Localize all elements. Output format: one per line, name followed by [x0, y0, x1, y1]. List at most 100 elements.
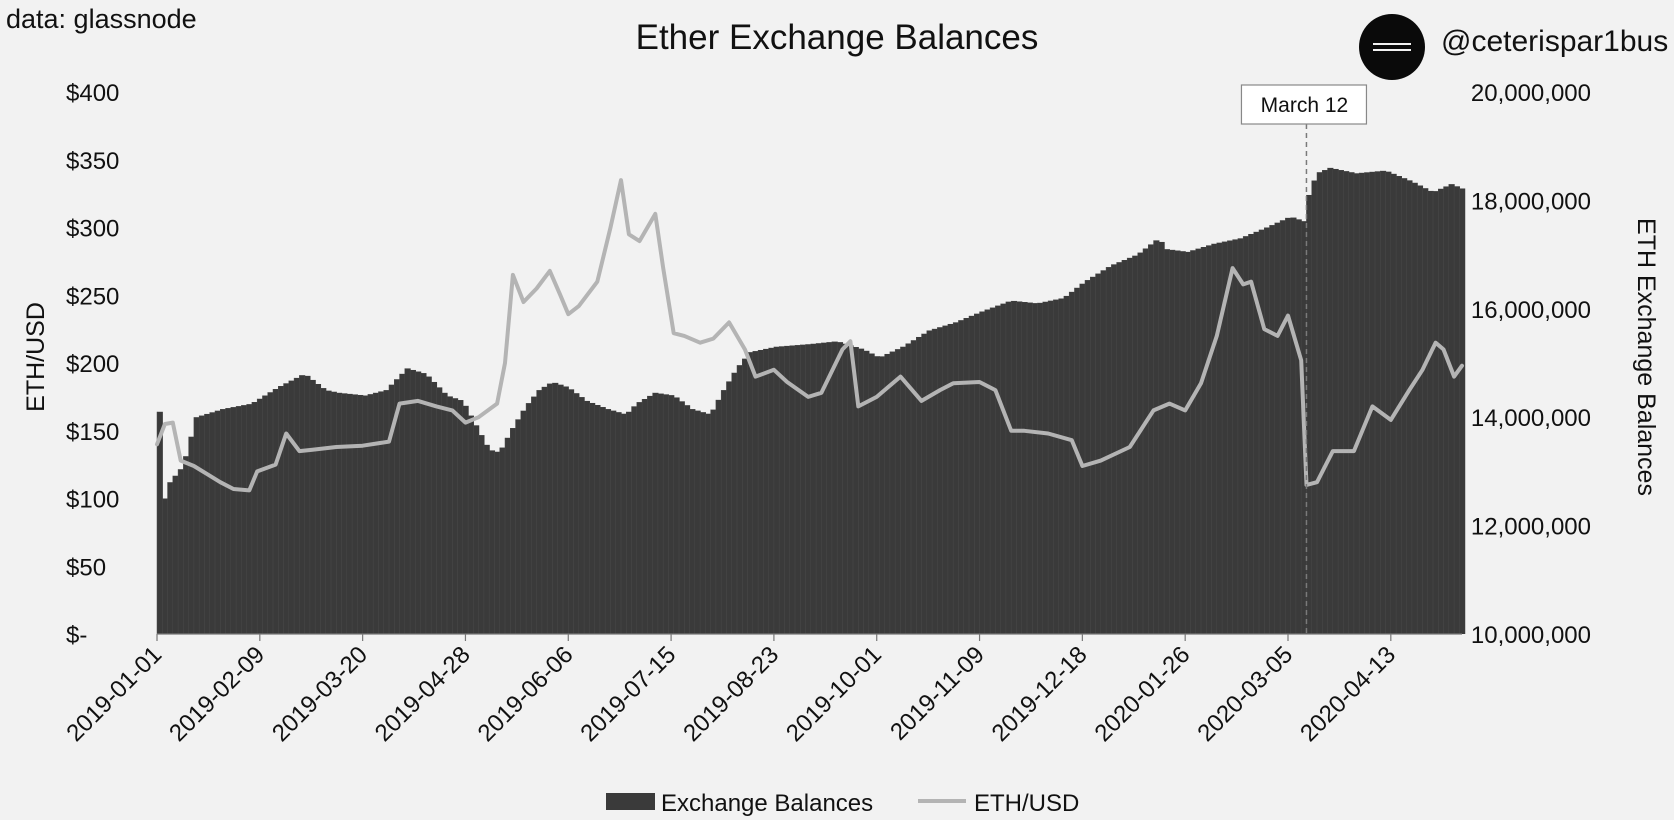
exchange-balance-bar [304, 375, 311, 634]
y-right-axis-title: ETH Exchange Balances [1632, 218, 1660, 496]
exchange-balance-bar [526, 403, 532, 634]
exchange-balance-bar [157, 411, 163, 634]
exchange-balance-bar [1311, 180, 1318, 634]
exchange-balance-bar [921, 333, 928, 634]
exchange-balance-bar [615, 412, 622, 634]
exchange-balance-bar [1364, 172, 1371, 634]
exchange-balance-bar [889, 351, 896, 634]
exchange-balance-bar [1338, 170, 1344, 635]
exchange-balance-bar [357, 394, 364, 634]
exchange-balance-bar [193, 417, 200, 634]
exchange-balance-bar [795, 345, 801, 634]
y-left-tick-label: $- [66, 622, 87, 649]
exchange-balance-bar [1295, 219, 1302, 634]
exchange-balance-bar [984, 309, 991, 634]
y-left-tick-label: $250 [66, 283, 119, 310]
exchange-balance-bar [784, 345, 791, 634]
exchange-balance-bar [515, 419, 522, 634]
exchange-balance-bar [1433, 191, 1439, 635]
exchange-balance-bar [995, 305, 1002, 634]
exchange-balance-bar [199, 415, 206, 634]
exchange-balance-bar [700, 412, 706, 634]
exchange-balance-bar [715, 399, 722, 634]
legend-label-line: ETH/USD [974, 790, 1079, 817]
exchange-balance-bar [763, 348, 770, 634]
exchange-balance-bar [1100, 270, 1107, 634]
exchange-balance-bar [1137, 252, 1144, 634]
exchange-balance-bar [1327, 167, 1334, 634]
exchange-balance-bar [626, 411, 633, 634]
exchange-balance-bar [1121, 260, 1128, 634]
exchange-balance-bar [425, 376, 432, 634]
x-tick-label: 2020-03-05 [1192, 641, 1298, 747]
circle-logo-icon [1359, 14, 1425, 80]
exchange-balance-bar [1206, 245, 1213, 634]
x-tick-label: 2020-04-13 [1295, 641, 1401, 747]
exchange-balance-bar [568, 389, 575, 634]
legend: Exchange Balances ETH/USD [606, 790, 1079, 817]
exchange-balance-bar [1111, 264, 1118, 634]
y-left-tick-label: $150 [66, 419, 119, 446]
exchange-balance-bar [737, 365, 743, 634]
exchange-balance-bar [1153, 240, 1160, 634]
exchange-balance-bar [1000, 303, 1007, 634]
exchange-balance-bar [1053, 299, 1060, 634]
exchange-balance-bar [1280, 220, 1286, 634]
exchange-balance-bar [842, 343, 849, 634]
exchange-balance-bar [1011, 300, 1018, 634]
exchange-balance-bar [636, 402, 643, 634]
exchange-balance-bar [478, 435, 485, 634]
exchange-balance-bar [879, 356, 886, 634]
exchange-balance-bar [657, 393, 664, 634]
exchange-balance-bar [837, 342, 844, 634]
exchange-balance-bar [1195, 248, 1202, 634]
exchange-balance-bar [510, 428, 517, 634]
exchange-balance-bar [1095, 273, 1102, 634]
exchange-balance-bar [789, 345, 796, 634]
exchange-balance-bar [642, 399, 648, 634]
exchange-balance-bar [505, 437, 511, 634]
exchange-balance-bar [188, 436, 195, 634]
exchange-balance-bar [631, 406, 638, 634]
exchange-balance-bar [320, 388, 327, 634]
exchange-balance-bar [768, 347, 775, 634]
exchange-balance-bar [679, 401, 685, 634]
exchange-balance-bar [816, 343, 822, 634]
exchange-balance-bar [336, 392, 343, 634]
exchange-balance-bar [283, 383, 290, 634]
data-source-label: data: glassnode [6, 4, 197, 34]
exchange-balance-bar [1406, 180, 1413, 634]
exchange-balance-bar [721, 390, 728, 634]
exchange-balance-bar [1459, 188, 1466, 635]
exchange-balance-bar [589, 402, 596, 634]
exchange-balance-bar [594, 405, 601, 634]
exchange-balance-bar [621, 413, 627, 634]
exchange-balance-bar [758, 349, 764, 634]
exchange-balance-bar [974, 313, 981, 634]
exchange-balance-bar [1158, 241, 1165, 634]
exchange-balance-bar [215, 410, 221, 634]
exchange-balance-bar [858, 348, 865, 634]
exchange-balance-bar [1222, 241, 1228, 634]
exchange-balance-bar [536, 390, 543, 634]
exchange-balance-bar [294, 377, 300, 634]
exchange-balance-bar [1237, 238, 1244, 634]
exchange-balance-bar [520, 410, 527, 634]
exchange-balance-bar [389, 384, 395, 634]
exchange-balance-bar [1264, 227, 1271, 634]
exchange-balance-bar [1359, 172, 1366, 634]
exchange-balance-bar [1343, 171, 1350, 634]
exchange-balance-bar [1164, 249, 1170, 634]
exchange-balance-bar [230, 407, 237, 634]
exchange-balance-bar [162, 498, 169, 634]
exchange-balance-bar [1058, 298, 1065, 634]
exchange-balance-bar [1417, 185, 1424, 634]
exchange-balance-bar [262, 395, 269, 634]
exchange-balance-bar [1380, 170, 1387, 634]
exchange-balance-bar [742, 358, 749, 634]
exchange-balance-bar [689, 409, 696, 634]
y-left-axis-title: ETH/USD [22, 302, 50, 412]
exchange-balance-bar [220, 409, 227, 634]
y-left-tick-label: $400 [66, 80, 119, 107]
